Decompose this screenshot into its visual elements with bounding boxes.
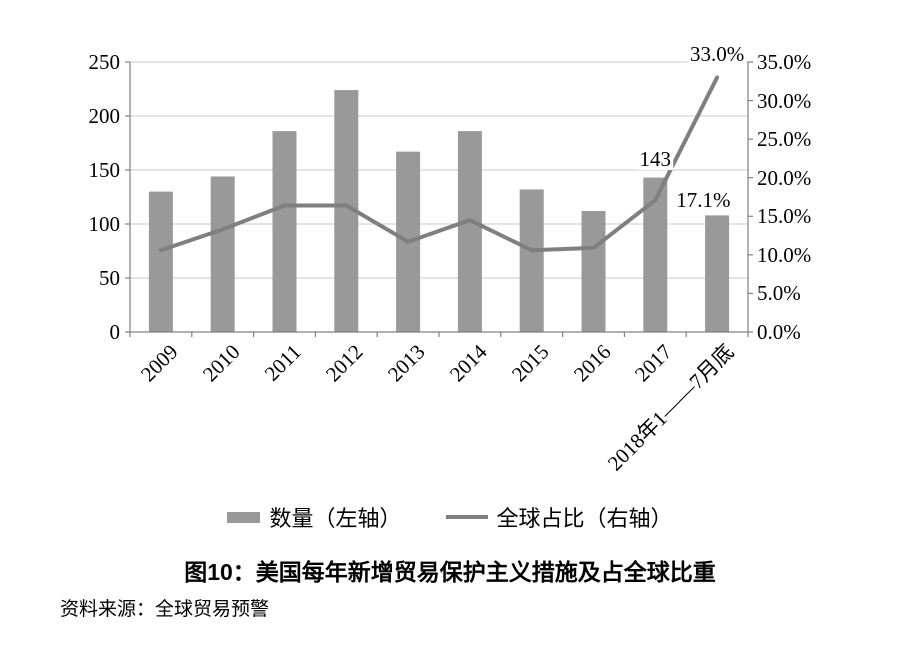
legend-item-line: 全球占比（右轴）	[445, 501, 673, 533]
bar-2015	[519, 189, 544, 332]
y-axis-right-label-5.0%: 5.0%	[757, 281, 801, 306]
bar-2014	[457, 131, 482, 332]
y-axis-left-label-0: 0	[109, 320, 121, 344]
y-axis-right-label-30.0%: 30.0%	[757, 88, 812, 113]
line-swatch-icon	[445, 515, 488, 519]
data-label-33.0%: 33.0%	[687, 42, 747, 67]
y-axis-right-label-15.0%: 15.0%	[757, 204, 812, 229]
data-label-143: 143	[637, 146, 674, 171]
bar-2017	[643, 177, 668, 332]
y-axis-left-label-200: 200	[88, 104, 121, 128]
bar-2009	[148, 191, 173, 332]
trend-line	[158, 75, 720, 253]
y-axis-right-label-35.0%: 35.0%	[757, 50, 812, 74]
figure-caption: 图10：美国每年新增贸易保护主义措施及占全球比重	[184, 559, 716, 585]
y-axis-left-label-150: 150	[88, 158, 121, 182]
y-axis-right-label-20.0%: 20.0%	[757, 165, 812, 190]
y-axis-right-label-25.0%: 25.0%	[757, 127, 812, 152]
legend: 数量（左轴） 全球占比（右轴）	[0, 501, 900, 533]
figure-source-note: 资料来源：全球贸易预警	[60, 599, 270, 620]
y-axis-right-label-0.0%: 0.0%	[757, 320, 801, 344]
bar-2018年1——7月底	[705, 215, 730, 332]
y-axis-left-label-50: 50	[99, 266, 120, 290]
y-axis-right-label-10.0%: 10.0%	[757, 242, 812, 267]
bar-2011	[272, 131, 297, 332]
data-label-17.1%: 17.1%	[674, 188, 733, 213]
y-axis-left-label-100: 100	[88, 212, 121, 236]
y-axis-left-label-250: 250	[88, 50, 121, 74]
legend-item-bars: 数量（左轴）	[227, 501, 402, 533]
legend-label-line: 全球占比（右轴）	[496, 506, 673, 531]
bar-2010	[210, 176, 235, 332]
bar-swatch-icon	[227, 511, 261, 523]
bar-2016	[581, 211, 606, 332]
legend-label-bars: 数量（左轴）	[269, 506, 402, 531]
